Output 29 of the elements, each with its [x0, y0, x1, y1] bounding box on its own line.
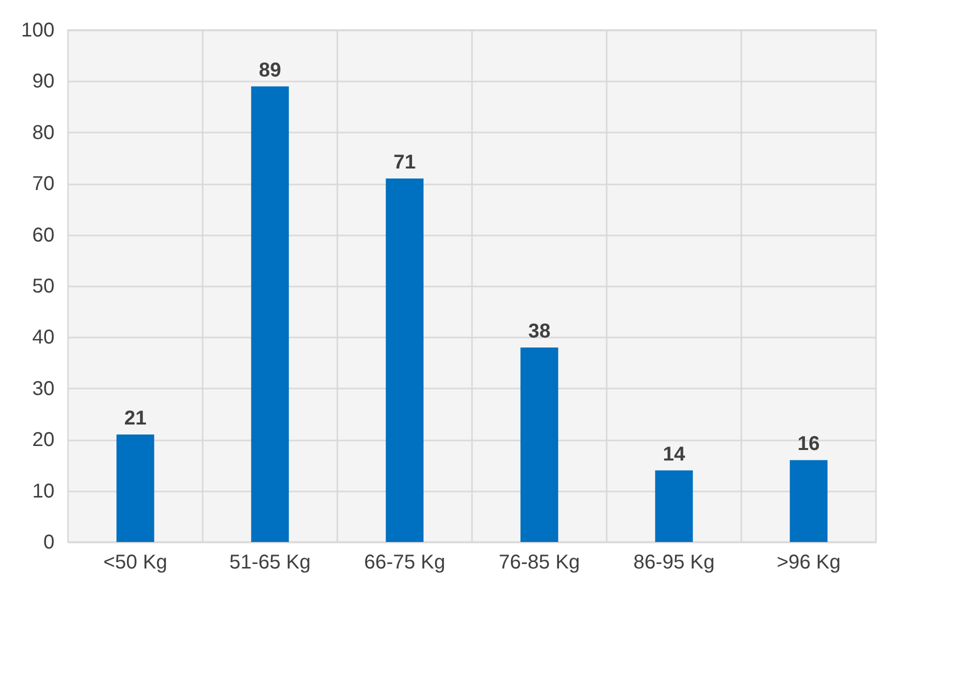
y-tick-label: 90 [32, 70, 54, 93]
y-tick-label: 70 [32, 173, 54, 196]
bar [386, 178, 424, 542]
x-tick-label: <50 Kg [103, 552, 168, 574]
y-tick-label: 80 [32, 122, 54, 144]
y-tick-label: 10 [32, 480, 54, 502]
y-tick-label: 20 [32, 429, 54, 452]
data-label: 89 [258, 59, 282, 82]
data-label: 14 [662, 443, 686, 466]
y-tick-label: 0 [43, 532, 54, 554]
data-label: 21 [124, 407, 146, 430]
data-label: 38 [528, 320, 550, 342]
data-label: 16 [798, 433, 820, 456]
y-tick-label: 60 [32, 224, 54, 246]
y-tick-label: 50 [32, 276, 54, 298]
x-tick-label: 76-85 Kg [498, 552, 580, 574]
bar [116, 434, 154, 542]
x-tick-label: 51-65 Kg [229, 552, 311, 574]
x-tick-label: 66-75 Kg [364, 552, 446, 574]
bar [251, 86, 289, 542]
bar [520, 347, 558, 542]
data-label: 71 [394, 151, 416, 174]
bar [790, 460, 828, 542]
bar [655, 470, 693, 542]
x-tick-label: >96 Kg [776, 552, 841, 574]
y-tick-label: 100 [21, 20, 54, 42]
x-tick-label: 86-95 Kg [633, 552, 715, 574]
y-tick-label: 40 [32, 326, 54, 349]
y-tick-label: 30 [32, 378, 54, 400]
